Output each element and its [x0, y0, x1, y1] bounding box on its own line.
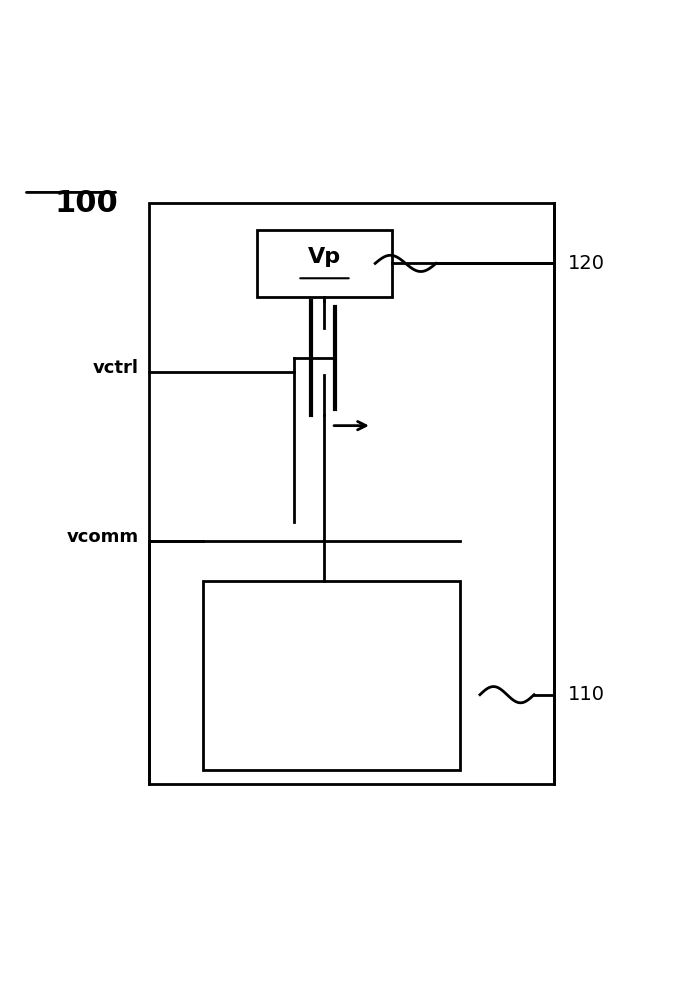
- Text: vctrl: vctrl: [93, 359, 139, 377]
- Bar: [257, 230, 392, 297]
- Text: Vp: Vp: [308, 247, 341, 267]
- Bar: [149, 203, 554, 784]
- Text: 100: 100: [54, 189, 118, 218]
- Text: 120: 120: [568, 254, 605, 273]
- Text: vcomm: vcomm: [66, 528, 139, 546]
- Text: 110: 110: [568, 685, 605, 704]
- Bar: [203, 581, 460, 770]
